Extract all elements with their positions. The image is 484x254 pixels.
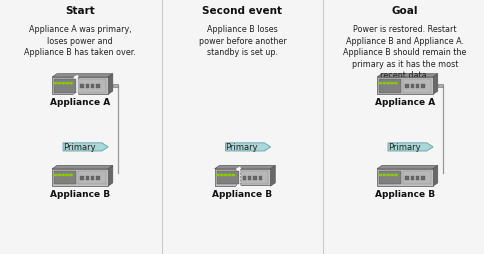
FancyBboxPatch shape xyxy=(86,85,89,88)
Circle shape xyxy=(378,83,381,84)
Text: Appliance A: Appliance A xyxy=(374,98,434,106)
FancyBboxPatch shape xyxy=(77,78,108,94)
FancyBboxPatch shape xyxy=(113,85,118,88)
Text: Goal: Goal xyxy=(391,6,417,16)
Circle shape xyxy=(378,175,381,176)
Circle shape xyxy=(216,175,219,176)
FancyBboxPatch shape xyxy=(420,85,424,88)
FancyBboxPatch shape xyxy=(247,176,251,180)
Polygon shape xyxy=(63,143,108,151)
FancyBboxPatch shape xyxy=(242,176,245,180)
Circle shape xyxy=(390,83,393,84)
Circle shape xyxy=(394,175,396,176)
FancyBboxPatch shape xyxy=(54,80,76,93)
Circle shape xyxy=(70,175,72,176)
Polygon shape xyxy=(270,166,274,186)
FancyBboxPatch shape xyxy=(80,176,84,180)
Text: Appliance B: Appliance B xyxy=(212,189,272,198)
Circle shape xyxy=(232,175,234,176)
FancyBboxPatch shape xyxy=(54,171,76,185)
Circle shape xyxy=(382,83,385,84)
Circle shape xyxy=(62,83,64,84)
FancyBboxPatch shape xyxy=(91,176,94,180)
FancyBboxPatch shape xyxy=(258,176,261,180)
FancyBboxPatch shape xyxy=(96,85,100,88)
Circle shape xyxy=(66,83,68,84)
FancyBboxPatch shape xyxy=(240,169,270,186)
Circle shape xyxy=(386,175,389,176)
Circle shape xyxy=(382,175,385,176)
FancyBboxPatch shape xyxy=(404,85,408,88)
FancyBboxPatch shape xyxy=(420,176,424,180)
Text: Appliance A: Appliance A xyxy=(50,98,110,106)
Text: Second event: Second event xyxy=(202,6,282,16)
FancyBboxPatch shape xyxy=(403,80,430,93)
Polygon shape xyxy=(108,74,112,95)
FancyBboxPatch shape xyxy=(403,171,430,185)
Polygon shape xyxy=(376,74,437,78)
Text: Appliance B loses
power before another
standby is set up.: Appliance B loses power before another s… xyxy=(198,25,286,57)
Polygon shape xyxy=(52,74,112,78)
Text: Appliance B: Appliance B xyxy=(50,189,110,198)
Text: Power is restored. Restart
Appliance B and Appliance A.
Appliance B should remai: Power is restored. Restart Appliance B a… xyxy=(343,25,466,80)
FancyBboxPatch shape xyxy=(78,171,106,185)
FancyBboxPatch shape xyxy=(376,78,432,95)
FancyBboxPatch shape xyxy=(415,85,418,88)
FancyBboxPatch shape xyxy=(404,176,408,180)
FancyBboxPatch shape xyxy=(80,85,84,88)
Circle shape xyxy=(54,83,57,84)
FancyBboxPatch shape xyxy=(437,85,441,88)
Circle shape xyxy=(224,175,227,176)
Circle shape xyxy=(386,83,389,84)
FancyBboxPatch shape xyxy=(378,171,401,185)
Polygon shape xyxy=(225,143,270,151)
Circle shape xyxy=(70,83,72,84)
Polygon shape xyxy=(376,166,437,169)
FancyBboxPatch shape xyxy=(216,171,238,185)
Polygon shape xyxy=(52,166,112,169)
Circle shape xyxy=(228,175,230,176)
FancyBboxPatch shape xyxy=(409,176,413,180)
Text: Start: Start xyxy=(65,6,95,16)
Circle shape xyxy=(58,175,60,176)
FancyBboxPatch shape xyxy=(78,80,106,93)
FancyBboxPatch shape xyxy=(214,169,236,186)
Polygon shape xyxy=(432,166,437,186)
FancyBboxPatch shape xyxy=(91,85,94,88)
Circle shape xyxy=(394,83,396,84)
FancyBboxPatch shape xyxy=(376,169,432,186)
Text: Primary: Primary xyxy=(225,143,257,152)
FancyBboxPatch shape xyxy=(378,80,401,93)
FancyBboxPatch shape xyxy=(253,176,256,180)
FancyBboxPatch shape xyxy=(240,171,268,185)
FancyBboxPatch shape xyxy=(52,169,108,186)
Circle shape xyxy=(62,175,64,176)
Text: Appliance A was primary,
loses power and
Appliance B has taken over.: Appliance A was primary, loses power and… xyxy=(24,25,136,57)
Circle shape xyxy=(390,175,393,176)
FancyBboxPatch shape xyxy=(415,176,418,180)
FancyBboxPatch shape xyxy=(409,85,413,88)
FancyBboxPatch shape xyxy=(96,176,100,180)
Circle shape xyxy=(220,175,223,176)
Polygon shape xyxy=(432,74,437,95)
FancyBboxPatch shape xyxy=(86,176,89,180)
Circle shape xyxy=(66,175,68,176)
Polygon shape xyxy=(387,143,432,151)
Circle shape xyxy=(58,83,60,84)
FancyBboxPatch shape xyxy=(52,78,74,95)
Polygon shape xyxy=(214,166,274,169)
Polygon shape xyxy=(108,166,112,186)
Circle shape xyxy=(54,175,57,176)
Text: Primary: Primary xyxy=(63,143,95,152)
Text: Primary: Primary xyxy=(387,143,420,152)
Text: Appliance B: Appliance B xyxy=(374,189,434,198)
